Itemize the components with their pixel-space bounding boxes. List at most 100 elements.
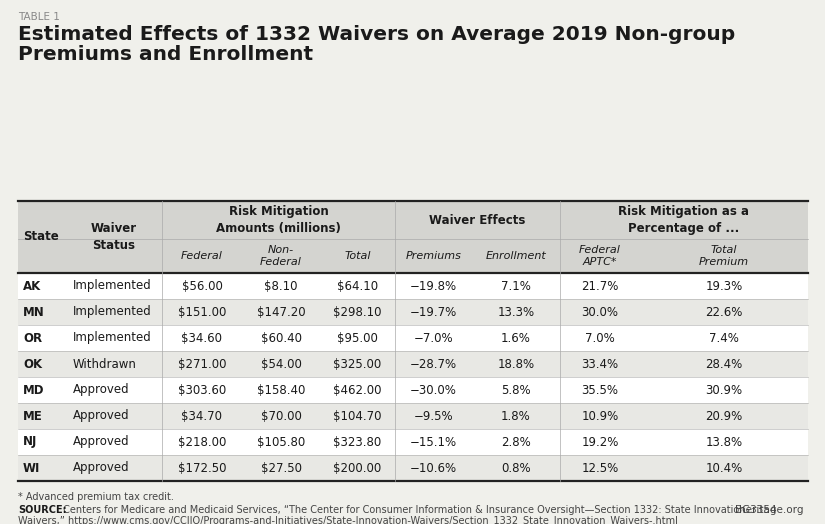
Text: $104.70: $104.70 [333,409,382,422]
Text: Risk Mitigation
Amounts (millions): Risk Mitigation Amounts (millions) [216,205,341,235]
Text: −9.5%: −9.5% [413,409,453,422]
Text: 10.9%: 10.9% [582,409,619,422]
Text: BG3354: BG3354 [735,505,776,515]
Text: WI: WI [23,462,40,475]
Text: Premiums and Enrollment: Premiums and Enrollment [18,45,313,64]
Bar [18,239,808,273]
Text: −7.0%: −7.0% [413,332,453,344]
Text: 0.8%: 0.8% [502,462,530,475]
Text: 7.0%: 7.0% [585,332,615,344]
Text: 7.1%: 7.1% [501,279,531,292]
Text: $95.00: $95.00 [337,332,378,344]
Text: Implemented: Implemented [73,279,152,292]
Text: * Advanced premium tax credit.: * Advanced premium tax credit. [18,492,174,502]
Text: Approved: Approved [73,435,130,449]
Bar [18,201,808,239]
Text: −10.6%: −10.6% [410,462,457,475]
Text: Waiver Effects: Waiver Effects [429,213,526,226]
Text: Federal
APTC*: Federal APTC* [579,245,621,267]
Text: TABLE 1: TABLE 1 [18,12,60,22]
Text: 7.4%: 7.4% [709,332,739,344]
Text: Implemented: Implemented [73,305,152,319]
Text: $56.00: $56.00 [182,279,223,292]
Text: MD: MD [23,384,45,397]
Text: Estimated Effects of 1332 Waivers on Average 2019 Non-group: Estimated Effects of 1332 Waivers on Ave… [18,25,735,44]
Text: $8.10: $8.10 [264,279,298,292]
Text: $54.00: $54.00 [261,357,301,370]
Bar [18,299,808,325]
Text: $325.00: $325.00 [333,357,382,370]
Text: Approved: Approved [73,462,130,475]
Text: Withdrawn: Withdrawn [73,357,137,370]
Text: $34.60: $34.60 [182,332,223,344]
Text: 19.3%: 19.3% [705,279,742,292]
Bar [18,403,808,429]
Text: $200.00: $200.00 [333,462,382,475]
Text: 22.6%: 22.6% [705,305,742,319]
Text: $218.00: $218.00 [178,435,226,449]
Text: OR: OR [23,332,42,344]
Bar [18,377,808,403]
Bar [18,455,808,481]
Text: Total: Total [344,251,370,261]
Text: 20.9%: 20.9% [705,409,742,422]
Bar [18,273,808,299]
Text: Centers for Medicare and Medicaid Services, “The Center for Consumer Information: Centers for Medicare and Medicaid Servic… [60,505,746,515]
Text: Waivers,” https://www.cms.gov/CCIIO/Programs-and-Initiatives/State-Innovation-Wa: Waivers,” https://www.cms.gov/CCIIO/Prog… [18,515,678,524]
Text: 10.4%: 10.4% [705,462,742,475]
Bar [18,325,808,351]
Text: 1.6%: 1.6% [501,332,531,344]
Text: −19.8%: −19.8% [410,279,457,292]
Text: Total
Premium: Total Premium [699,245,749,267]
Text: MN: MN [23,305,45,319]
Text: NJ: NJ [23,435,37,449]
Bar [18,429,808,455]
Text: $158.40: $158.40 [257,384,305,397]
Text: 18.8%: 18.8% [497,357,535,370]
Text: Federal: Federal [181,251,223,261]
Text: $323.80: $323.80 [333,435,382,449]
Text: 5.8%: 5.8% [502,384,530,397]
Text: −19.7%: −19.7% [410,305,457,319]
Text: 33.4%: 33.4% [582,357,619,370]
Text: $147.20: $147.20 [257,305,305,319]
Text: 21.7%: 21.7% [582,279,619,292]
Text: heritage.org: heritage.org [738,505,803,515]
Text: 35.5%: 35.5% [582,384,619,397]
Text: 13.3%: 13.3% [497,305,535,319]
Text: $462.00: $462.00 [333,384,382,397]
Text: OK: OK [23,357,42,370]
Text: State: State [24,231,59,244]
Text: Waiver
Status: Waiver Status [91,222,137,252]
Text: $105.80: $105.80 [257,435,305,449]
Text: −15.1%: −15.1% [410,435,457,449]
Text: $34.70: $34.70 [182,409,223,422]
Text: ME: ME [23,409,43,422]
Text: $64.10: $64.10 [337,279,378,292]
Text: Risk Mitigation as a
Percentage of ...: Risk Mitigation as a Percentage of ... [619,205,749,235]
Text: Non-
Federal: Non- Federal [260,245,302,267]
Text: 30.0%: 30.0% [582,305,619,319]
Text: AK: AK [23,279,41,292]
Text: 19.2%: 19.2% [582,435,619,449]
Text: $27.50: $27.50 [261,462,301,475]
Text: Premiums: Premiums [406,251,461,261]
Text: −30.0%: −30.0% [410,384,457,397]
Text: 1.8%: 1.8% [501,409,530,422]
Text: 30.9%: 30.9% [705,384,742,397]
Text: $298.10: $298.10 [333,305,382,319]
Text: Enrollment: Enrollment [486,251,546,261]
Text: Approved: Approved [73,409,130,422]
Text: 12.5%: 12.5% [582,462,619,475]
Text: $172.50: $172.50 [177,462,226,475]
Text: $70.00: $70.00 [261,409,301,422]
Text: $271.00: $271.00 [177,357,226,370]
Text: Approved: Approved [73,384,130,397]
Text: 28.4%: 28.4% [705,357,742,370]
Text: $151.00: $151.00 [178,305,226,319]
Text: −28.7%: −28.7% [410,357,457,370]
Text: 13.8%: 13.8% [705,435,742,449]
Text: $303.60: $303.60 [178,384,226,397]
Bar [18,351,808,377]
Text: Implemented: Implemented [73,332,152,344]
